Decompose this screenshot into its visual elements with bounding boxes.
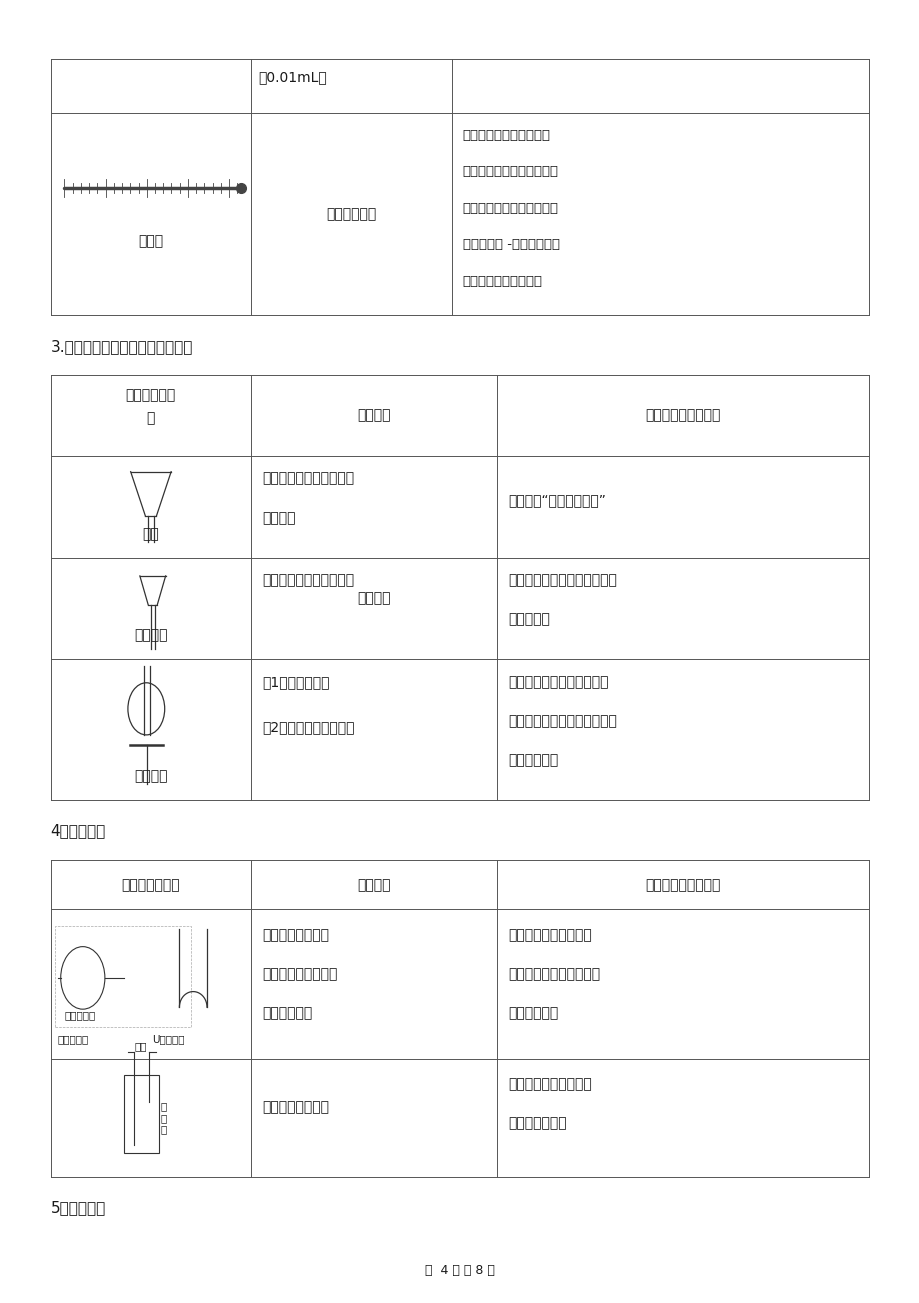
Text: 使用方法及留意事项: 使用方法及留意事项 [645,878,720,891]
Text: 加热时不行超过其最大量: 加热时不行超过其最大量 [462,129,550,142]
Text: 意测量温度时，水银球的位: 意测量温度时，水银球的位 [462,202,558,215]
Text: 内装固体干燥剂或: 内装固体干燥剂或 [262,928,329,942]
Text: 仪器图形与名
称: 仪器图形与名 称 [126,388,176,425]
Text: （1）萃取，分液: （1）萃取，分液 [262,675,329,689]
Text: 要留意防止干燥剂液化: 要留意防止干燥剂液化 [507,928,591,942]
Text: 入反应液: 入反应液 [357,592,391,605]
Text: 吸取剂，用于干燥或: 吸取剂，用于干燥或 [262,967,337,981]
Text: 用作过滤或向小口容器中: 用作过滤或向小口容器中 [262,472,354,486]
Text: 球形干燥管: 球形干燥管 [58,1033,89,1044]
Text: U形干燥管: U形干燥管 [152,1033,184,1044]
Text: 除去气体中的杂质: 除去气体中的杂质 [262,1101,329,1114]
Text: 主要用途: 主要用途 [357,878,391,891]
Text: 3.用作过滤、分别、注入溶液仪器: 3.用作过滤、分别、注入溶液仪器 [51,339,193,354]
Text: 注入液体: 注入液体 [262,511,295,525]
Text: 固体干燥剂: 固体干燥剂 [64,1010,96,1020]
Text: 洗
气
瓶: 洗 气 瓶 [161,1101,166,1135]
Text: 吸取某些气体: 吸取某些气体 [262,1006,312,1020]
Text: 漏斗: 漏斗 [142,526,159,541]
Text: 分液漏斗: 分液漏斗 [134,769,167,783]
Text: 5．其它仪器: 5．其它仪器 [51,1200,106,1216]
Text: 置（液面下 -如制取乙烯；: 置（液面下 -如制取乙烯； [462,238,560,251]
Text: 宜盛碱性液体: 宜盛碱性液体 [507,753,558,767]
Text: 蒸馏烧瓶支管口出）；: 蒸馏烧瓶支管口出）； [462,275,542,288]
Text: 到0.01mL；: 到0.01mL； [258,70,327,85]
Text: 4．干燥仪器: 4．干燥仪器 [51,823,106,839]
Text: 口进小口出；: 口进小口出； [507,1006,558,1020]
Text: 留意气流方向应当长管: 留意气流方向应当长管 [507,1078,591,1092]
Text: 出，上层液体从上口倒出；不: 出，上层液体从上口倒出；不 [507,714,616,728]
Text: 止气体逸出: 止气体逸出 [507,612,550,627]
Text: 程，不行当搅拌器使用，注: 程，不行当搅拌器使用，注 [462,165,558,179]
Text: （2）用于随时添加液体: （2）用于随时添加液体 [262,721,355,735]
Text: 进气，短管出气: 进气，短管出气 [507,1117,566,1131]
Bar [55,926,191,1027]
Text: 应将长管末端插入液面下，防: 应将长管末端插入液面下，防 [507,573,616,588]
Text: 过滤时应“一贴二低三靠”: 过滤时应“一贴二低三靠” [507,494,605,507]
Text: 仪器图形与名称: 仪器图形与名称 [121,878,180,891]
Text: 主要用途: 主要用途 [357,409,391,422]
Text: 使用方法及留意事项: 使用方法及留意事项 [645,409,720,422]
Text: 用于测量温度: 用于测量温度 [326,207,376,222]
Text: 和是否失效；气流方向大: 和是否失效；气流方向大 [507,967,599,981]
Text: 进气: 进气 [134,1041,147,1052]
Text: 用于装配反应器，便于注: 用于装配反应器，便于注 [262,573,354,588]
Text: 第  4 页 共 8 页: 第 4 页 共 8 页 [425,1264,494,1277]
Text: 分液时，下层液体从下口放: 分液时，下层液体从下口放 [507,675,607,689]
Text: 温度计: 温度计 [138,235,164,248]
Text: 长颈漏斗: 长颈漏斗 [134,628,167,642]
Bar [124,1075,159,1153]
